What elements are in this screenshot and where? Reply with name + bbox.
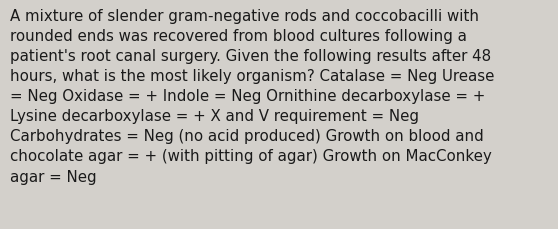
Text: A mixture of slender gram-negative rods and coccobacilli with
rounded ends was r: A mixture of slender gram-negative rods … bbox=[10, 9, 494, 184]
